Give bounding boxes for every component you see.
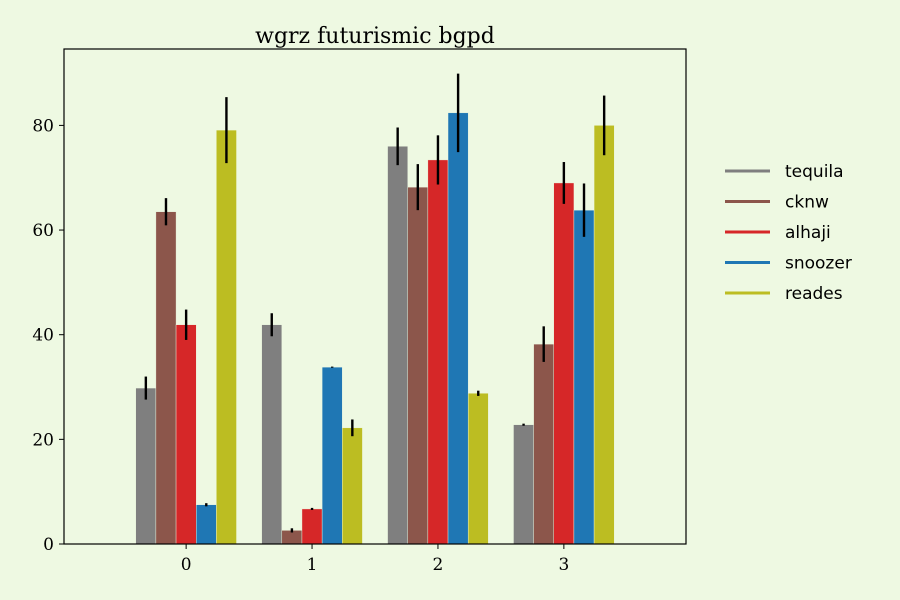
x-axis: 0 1 2 3 (181, 544, 569, 575)
legend-label-cknw: cknw (785, 193, 829, 213)
legend-label-snoozer: snoozer (785, 254, 852, 274)
bar-alhaji-0 (175, 324, 197, 545)
bar-snoozer-2 (447, 112, 469, 545)
bar-tequila-3 (513, 424, 534, 545)
bar-alhaji-1 (301, 508, 323, 545)
x-tick-label: 2 (433, 555, 444, 575)
bar-alhaji-2 (427, 159, 449, 545)
y-tick-label: 60 (32, 221, 54, 241)
y-tick-label: 0 (43, 535, 54, 555)
legend-label-alhaji: alhaji (785, 223, 831, 243)
plot-frame (63, 48, 687, 545)
bar-snoozer-1 (321, 366, 343, 545)
bar-tequila-0 (135, 387, 157, 545)
y-axis: 0 20 40 60 80 (32, 116, 64, 555)
bar-snoozer-3 (573, 209, 595, 545)
bar-reades-0 (216, 129, 237, 545)
x-tick-label: 1 (307, 555, 318, 575)
bar-cknw-3 (533, 343, 554, 545)
bar-cknw-0 (155, 211, 177, 545)
bars-layer (135, 112, 615, 545)
y-tick-label: 80 (32, 116, 54, 136)
x-tick-label: 3 (558, 555, 569, 575)
legend-label-reades: reades (785, 284, 843, 304)
bar-cknw-2 (407, 186, 429, 545)
bar-reades-1 (342, 427, 363, 545)
bar-tequila-2 (387, 146, 408, 545)
bar-reades-2 (467, 393, 489, 545)
y-tick-label: 20 (32, 430, 54, 450)
legend: tequila cknw alhaji snoozer reades (725, 162, 852, 304)
bar-tequila-1 (261, 324, 283, 545)
bar-reades-3 (593, 125, 615, 545)
bar-snoozer-0 (196, 504, 217, 545)
error-bars-layer (144, 73, 606, 533)
legend-label-tequila: tequila (785, 162, 844, 182)
x-tick-label: 0 (181, 555, 192, 575)
y-tick-label: 40 (32, 326, 54, 346)
chart-title: wgrz futurismic bgpd (255, 24, 495, 49)
bar-alhaji-3 (553, 182, 575, 545)
